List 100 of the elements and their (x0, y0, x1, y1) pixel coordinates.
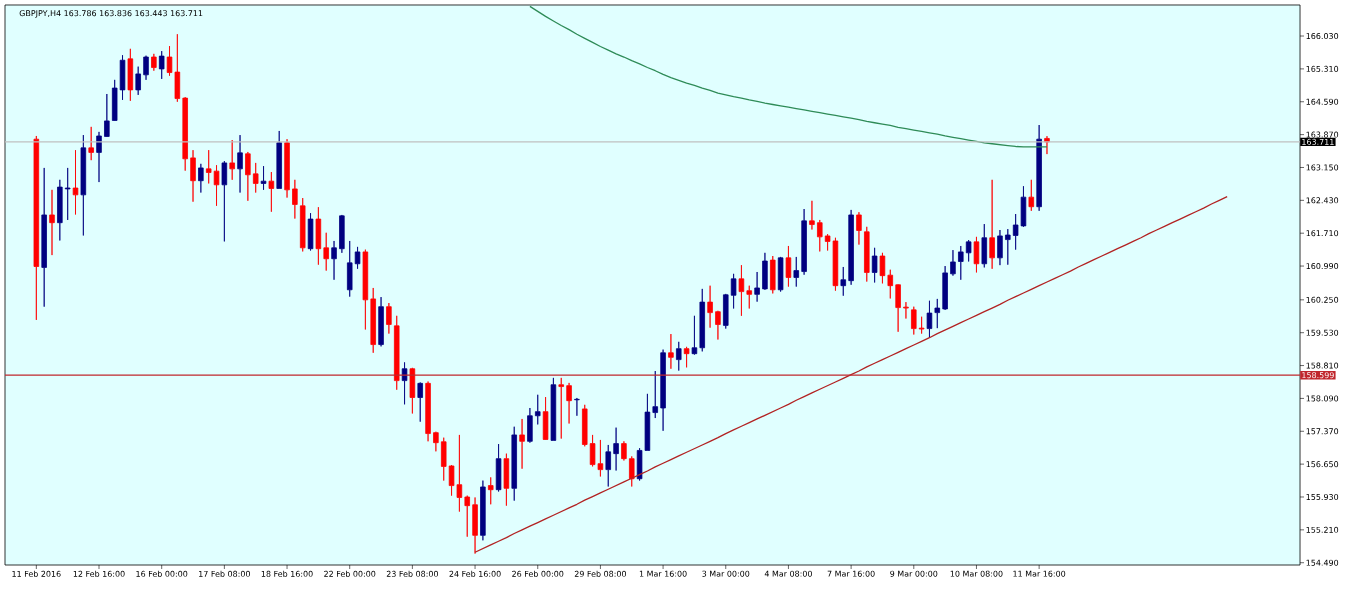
candlestick (527, 407, 533, 444)
candlestick (519, 418, 525, 470)
candlestick (401, 361, 408, 405)
candlestick (965, 239, 972, 262)
candlestick (472, 497, 478, 554)
candlestick (950, 249, 956, 277)
candlestick (354, 246, 361, 270)
candlestick (41, 167, 47, 308)
candlestick (715, 310, 721, 340)
candlestick (730, 273, 737, 309)
candlestick (534, 394, 541, 425)
candlestick (566, 382, 572, 424)
candlestick (213, 164, 220, 207)
candlestick (613, 427, 619, 471)
candlestick (151, 53, 157, 72)
candlestick (221, 160, 228, 242)
candlestick (49, 189, 55, 256)
candlestick (542, 396, 549, 441)
candlestick (621, 440, 627, 461)
candlestick (918, 316, 925, 335)
candlestick (307, 212, 314, 251)
candlestick (981, 223, 988, 268)
candlestick (762, 252, 768, 291)
candlestick (370, 287, 376, 354)
candlestick (817, 219, 823, 252)
candlestick (581, 404, 588, 447)
candlestick (440, 437, 447, 481)
candlestick (72, 149, 79, 215)
candlestick (237, 134, 243, 193)
candlestick (903, 301, 909, 319)
candlestick (339, 214, 345, 254)
candlestick (487, 476, 494, 505)
candlestick (245, 151, 251, 202)
candlestick (127, 48, 134, 102)
candlestick (699, 288, 706, 352)
candlestick (738, 264, 745, 317)
candlestick (660, 349, 666, 432)
candlestick (1036, 124, 1042, 212)
candlestick (386, 302, 392, 335)
candlestick (276, 130, 282, 189)
candlestick (88, 126, 94, 161)
candlestick (707, 285, 713, 329)
candlestick (691, 315, 698, 355)
candlestick (464, 495, 470, 538)
candlestick (840, 266, 847, 297)
candlestick (871, 247, 878, 283)
candlestick (393, 315, 400, 391)
candlestick (229, 139, 235, 181)
candlestick (190, 149, 196, 203)
candlestick (683, 346, 690, 368)
candlestick (284, 138, 290, 198)
candlestick (785, 245, 792, 287)
candlestick (425, 381, 431, 442)
candlestick (558, 377, 564, 439)
candlestick (323, 232, 329, 272)
candlestick (676, 341, 682, 371)
candlestick (942, 265, 948, 311)
candlestick (895, 283, 901, 333)
candlestick (198, 163, 204, 193)
candlestick (362, 249, 369, 330)
candlestick (104, 93, 110, 138)
candlestick (777, 256, 784, 293)
candlestick (926, 300, 933, 339)
candlestick (793, 256, 800, 287)
candlestick (629, 455, 635, 487)
candlestick (495, 443, 502, 492)
candlestick (723, 293, 729, 329)
candlestick (111, 79, 118, 122)
candlestick (1005, 228, 1011, 266)
candlestick (973, 236, 980, 273)
candlestick (268, 171, 275, 213)
candlestick (879, 252, 886, 284)
candlestick (1028, 179, 1035, 212)
candlestick (409, 367, 416, 414)
candlestick (864, 226, 870, 282)
candlestick (315, 206, 322, 266)
candlestick (57, 179, 63, 241)
candlestick (64, 167, 71, 221)
candlestick (205, 149, 212, 184)
candlestick (119, 54, 126, 101)
candlestick (652, 370, 658, 419)
candlestick (856, 211, 862, 246)
candlestick (809, 200, 815, 230)
candlestick (346, 240, 353, 298)
candlestick (770, 255, 776, 294)
candlestick (801, 208, 807, 276)
candlestick (331, 240, 337, 281)
candlestick (503, 453, 510, 507)
candlestick (958, 245, 964, 281)
candlestick (574, 397, 580, 417)
candlestick (292, 179, 298, 219)
candlestick (417, 382, 423, 423)
candlestick (550, 377, 557, 441)
candlestick (989, 179, 995, 270)
candlestick (511, 426, 517, 502)
candlestick (887, 269, 894, 299)
candlestick (754, 271, 760, 303)
candlestick (143, 55, 149, 81)
candlestick (158, 50, 165, 80)
candlestick (746, 285, 753, 309)
